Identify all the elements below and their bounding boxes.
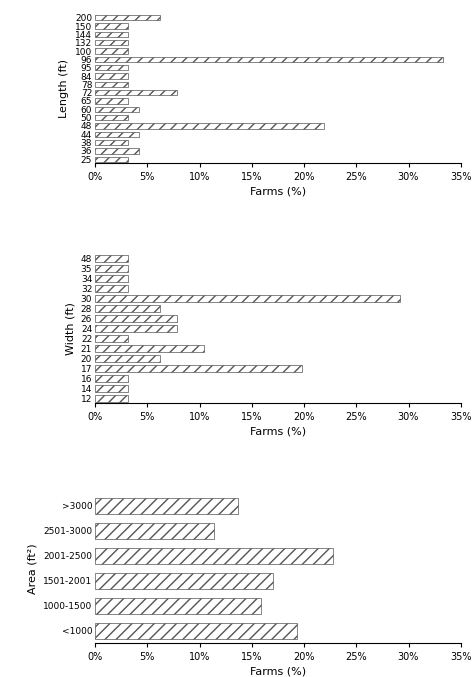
Y-axis label: Length (ft): Length (ft) (59, 59, 69, 118)
Bar (95, 106, 139, 112)
X-axis label: Farms (%): Farms (%) (250, 666, 306, 676)
Bar (95, 573, 273, 589)
Bar (95, 156, 128, 162)
Bar (95, 345, 204, 351)
Bar (95, 523, 214, 539)
Bar (95, 275, 128, 282)
Bar (95, 23, 128, 28)
Bar (95, 90, 177, 95)
Y-axis label: Width (ft): Width (ft) (65, 302, 75, 355)
Bar (95, 40, 128, 45)
Bar (95, 623, 297, 639)
Bar (95, 325, 177, 332)
Bar (95, 598, 261, 614)
Bar (95, 115, 128, 121)
Bar (95, 375, 128, 382)
X-axis label: Farms (%): Farms (%) (250, 187, 306, 196)
Bar (95, 123, 323, 129)
Bar (95, 140, 128, 146)
Bar (95, 295, 400, 302)
Bar (95, 255, 128, 261)
Bar (95, 305, 160, 311)
Bar (95, 48, 128, 53)
Bar (95, 355, 160, 362)
Bar (95, 548, 332, 564)
Bar (95, 82, 128, 87)
Bar (95, 498, 238, 514)
Bar (95, 15, 160, 20)
X-axis label: Farms (%): Farms (%) (250, 427, 306, 437)
Bar (95, 335, 128, 342)
Bar (95, 98, 128, 104)
Bar (95, 285, 128, 292)
Bar (95, 131, 139, 137)
Bar (95, 148, 139, 154)
Bar (95, 395, 128, 401)
Bar (95, 385, 128, 391)
Bar (95, 315, 177, 322)
Bar (95, 365, 302, 372)
Bar (95, 265, 128, 271)
Bar (95, 73, 128, 79)
Bar (95, 32, 128, 37)
Bar (95, 65, 128, 70)
Bar (95, 57, 443, 62)
Y-axis label: Area (ft²): Area (ft²) (28, 543, 38, 594)
